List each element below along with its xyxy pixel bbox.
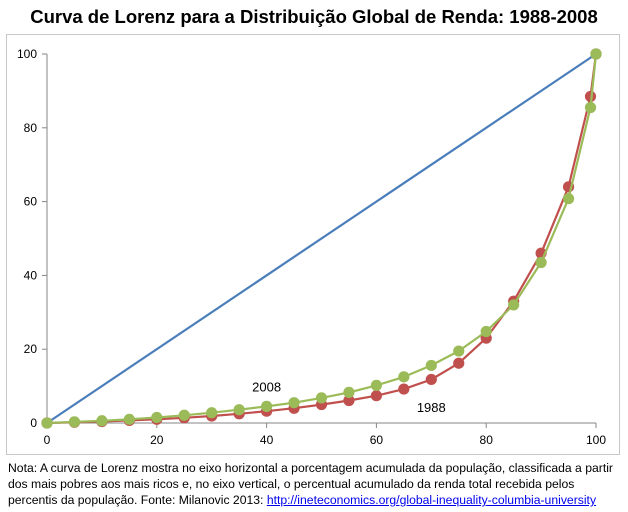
footnote-text: Nota: A curva de Lorenz mostra no eixo h…	[8, 461, 613, 507]
source-link[interactable]: http://ineteconomics.org/global-inequali…	[266, 493, 597, 507]
y-tick-label: 80	[24, 121, 38, 135]
series-2008-point	[584, 101, 597, 114]
annotation-label-1988: 1988	[417, 400, 446, 415]
y-tick-label: 20	[24, 342, 38, 356]
annotation-label-2008: 2008	[252, 380, 281, 395]
series-1988-line	[46, 53, 598, 425]
series-1988-point	[343, 394, 355, 407]
equality-line-line	[46, 53, 597, 424]
chart-area: 0 20 40 60 80 100 0 20 40 60 80 100 2008 1988	[6, 34, 620, 455]
series-2008-point	[370, 379, 382, 391]
series-2008-point	[425, 359, 437, 372]
series-2008-point	[315, 392, 328, 404]
series-1988-point	[453, 357, 465, 369]
series-2008-point	[508, 299, 520, 311]
series-1988-point	[398, 383, 410, 395]
series-2008-point	[562, 193, 575, 205]
y-tick-label: 0	[30, 416, 37, 430]
series-2008-point	[233, 404, 245, 416]
lorenz-chart: 0 20 40 60 80 100 0 20 40 60 80 100 2008 1988	[17, 47, 606, 447]
x-tick-label: 0	[44, 433, 51, 447]
series-2008-point	[96, 415, 108, 427]
series-2008-point	[178, 409, 190, 421]
x-tick-label: 40	[260, 433, 274, 447]
y-tick-label: 40	[24, 268, 38, 282]
series-2008-point	[206, 407, 218, 419]
series-2008-point	[41, 417, 53, 429]
series-2008-point	[151, 411, 163, 424]
series-1988-point	[370, 390, 382, 402]
series-2008-point	[261, 400, 273, 412]
series-2008-point	[123, 413, 135, 425]
series-2008-point	[343, 386, 355, 398]
series-1988-point	[425, 373, 437, 386]
series-2008-point	[398, 371, 410, 383]
series-2008-point	[590, 48, 602, 60]
y-tick-label: 100	[17, 47, 37, 61]
y-tick-label: 60	[24, 195, 38, 209]
series-2008-line	[46, 53, 598, 425]
x-tick-label: 20	[150, 433, 164, 447]
series-2008-point	[480, 325, 492, 338]
x-tick-label: 100	[586, 433, 606, 447]
series-2008-point	[453, 345, 465, 357]
chart-title: Curva de Lorenz para a Distribuição Glob…	[30, 6, 598, 27]
series-2008-point	[535, 256, 547, 269]
series-2008-point	[68, 416, 81, 428]
footnote: Nota: A curva de Lorenz mostra no eixo h…	[8, 460, 620, 508]
x-tick-label: 60	[370, 433, 384, 447]
series-2008-point	[288, 397, 300, 409]
series-1988-point	[584, 90, 597, 103]
x-tick-label: 80	[480, 433, 494, 447]
